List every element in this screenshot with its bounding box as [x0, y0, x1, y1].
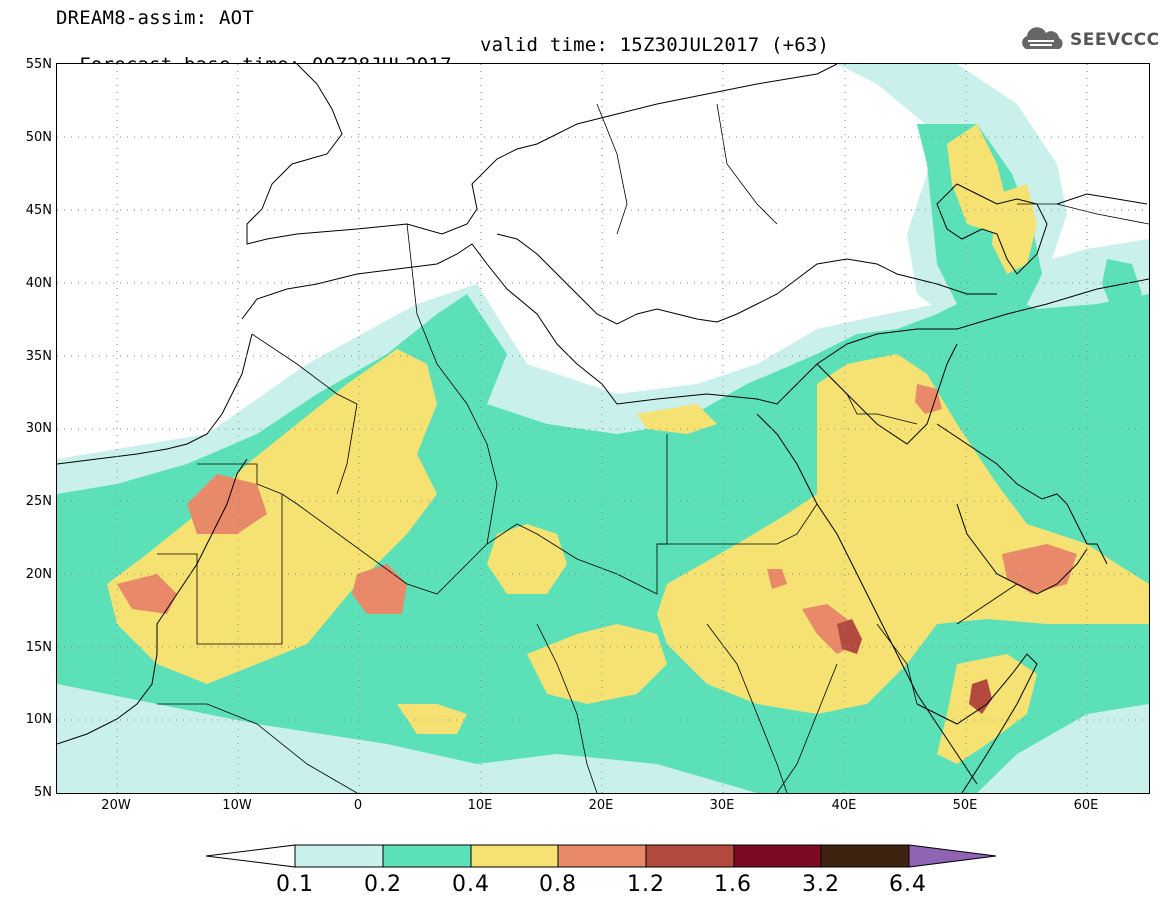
lat-label: 30N: [25, 421, 52, 436]
colorbar-bin: [733, 844, 822, 868]
lon-label: 10W: [222, 798, 252, 813]
lat-label: 45N: [25, 203, 52, 218]
lat-label: 15N: [25, 640, 52, 655]
aot-level-0.4: [107, 124, 1149, 764]
colorbar-bin: [557, 844, 647, 868]
graticule: [57, 64, 1149, 793]
aot-field: [57, 64, 1149, 793]
colorbar-label: 1.6: [714, 872, 752, 897]
lon-label: 30E: [709, 798, 735, 813]
country-borders: [157, 103, 1149, 793]
colorbar-under-arrow: [206, 844, 296, 868]
colorbar-bin: [470, 844, 559, 868]
logo-text: SEEVCCC: [1070, 30, 1160, 50]
lon-label: 10E: [467, 798, 493, 813]
colorbar-bin: [294, 844, 384, 868]
lat-label: 5N: [34, 785, 52, 800]
lon-label: 20E: [588, 798, 614, 813]
colorbar-bin: [382, 844, 472, 868]
lat-label: 40N: [25, 276, 52, 291]
lat-label: 50N: [25, 130, 52, 145]
map-title: DREAM8-assim: AOT: [56, 7, 254, 29]
valid-time: valid time: 15Z30JUL2017 (+63): [480, 34, 830, 56]
seevccc-logo: SEEVCCC: [1018, 26, 1160, 54]
aot-level-0.8: [117, 384, 1077, 654]
colorbar-over-arrow: [908, 844, 997, 868]
lon-label: 60E: [1073, 798, 1099, 813]
aot-level-1.2: [837, 619, 992, 714]
lon-label: 40E: [831, 798, 857, 813]
lon-label: 0: [353, 798, 363, 813]
colorbar-label: 1.2: [627, 872, 665, 897]
colorbar-label: 0.8: [539, 872, 577, 897]
colorbar-bin: [820, 844, 910, 868]
aot-map: [56, 63, 1150, 794]
colorbar-label: 0.1: [276, 872, 314, 897]
lat-label: 35N: [25, 349, 52, 364]
colorbar-label: 0.4: [452, 872, 490, 897]
aot-colorbar: [206, 844, 997, 868]
lat-label: 20N: [25, 567, 52, 582]
colorbar-label: 3.2: [802, 872, 840, 897]
lon-label: 50E: [952, 798, 978, 813]
lat-label: 25N: [25, 494, 52, 509]
lon-label: 20W: [101, 798, 131, 813]
colorbar-bin: [645, 844, 735, 868]
colorbar-label: 6.4: [889, 872, 927, 897]
lat-label: 55N: [25, 57, 52, 72]
lat-label: 10N: [25, 712, 52, 727]
cloud-icon: [1022, 27, 1063, 49]
coastlines: [57, 64, 1149, 793]
colorbar-label: 0.2: [364, 872, 402, 897]
